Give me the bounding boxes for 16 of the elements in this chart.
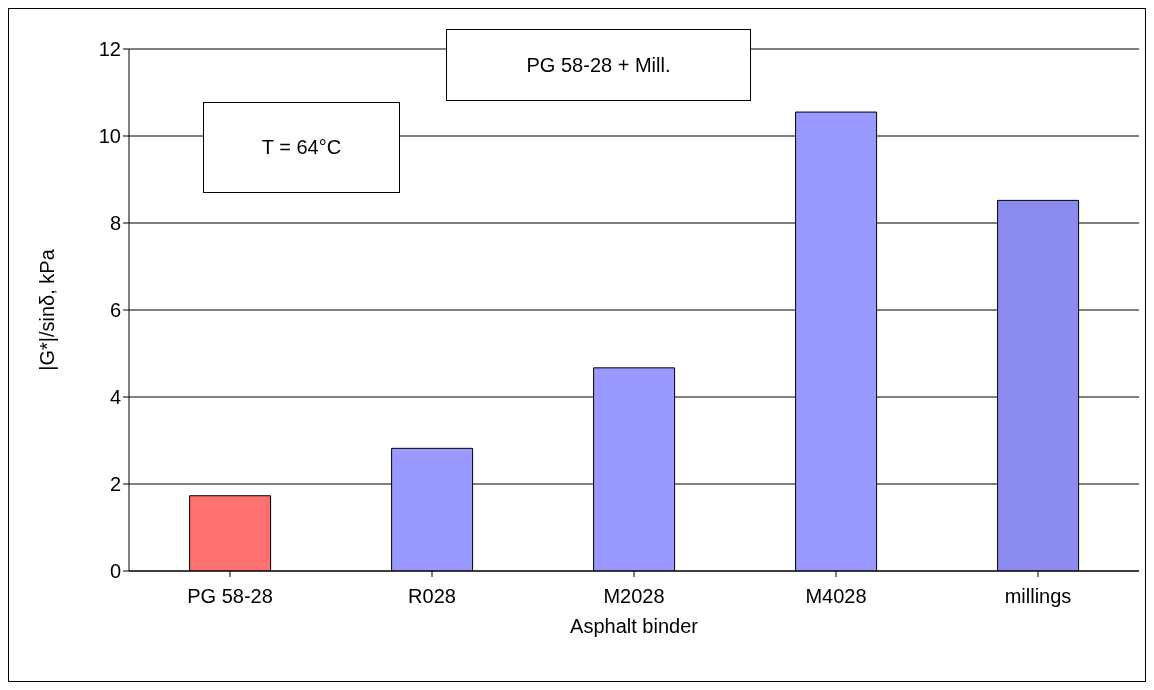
x-tick-label: PG 58-28 (187, 585, 273, 608)
y-tick-label: 6 (109, 299, 121, 322)
x-axis-title: Asphalt binder (570, 615, 699, 637)
y-tick-label: 8 (109, 212, 121, 235)
x-tick-label: M4028 (805, 585, 867, 608)
x-tick-label: millings (1004, 585, 1072, 608)
y-axis-title: |G*|/sinδ, kPa (36, 248, 59, 371)
x-tick-label: R028 (408, 585, 456, 608)
y-tick-label: 4 (109, 386, 121, 409)
x-tick-label: M2028 (603, 585, 665, 608)
y-tick-label: 12 (98, 38, 121, 61)
y-tick-label: 0 (109, 560, 121, 583)
note-box: T = 64°C (203, 102, 400, 193)
note-box: PG 58-28 + Mill. (446, 29, 751, 101)
y-tick-label: 10 (98, 125, 121, 148)
y-tick-label: 2 (109, 473, 121, 496)
